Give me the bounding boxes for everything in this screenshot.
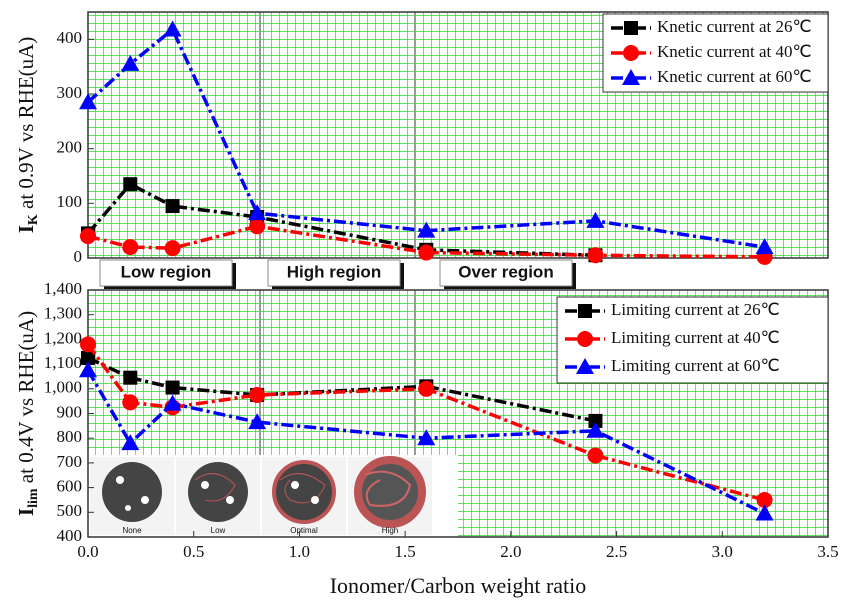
- marker: [122, 239, 139, 256]
- particle: [90, 457, 174, 535]
- marker: [756, 491, 773, 508]
- y-tick-label: 900: [57, 402, 83, 421]
- region-label: Over region: [458, 262, 553, 281]
- legend-label: Limiting current at 60℃: [611, 356, 780, 375]
- y-axis-label-part: at 0.9V vs RHE(uA): [14, 37, 38, 215]
- legend-box: [556, 296, 829, 384]
- plot-frame: [87, 11, 829, 259]
- marker: [80, 336, 96, 353]
- y-tick-label: 400: [57, 526, 83, 545]
- legend-label: Knetic current at 40℃: [657, 42, 812, 61]
- y-axis-label-part: lim: [26, 488, 41, 508]
- y-tick-label: 100: [57, 192, 83, 211]
- region-label: High region: [287, 262, 381, 281]
- x-tick-label: 2.5: [606, 542, 627, 561]
- x-tick-label: 3.0: [712, 542, 733, 561]
- legend-label: Knetic current at 60℃: [657, 67, 812, 86]
- marker: [122, 394, 139, 411]
- marker: [123, 370, 138, 385]
- inset-label: Optimal: [290, 526, 318, 535]
- y-axis-label: Ilim at 0.4V vs RHE(uA): [14, 311, 41, 516]
- marker: [248, 413, 267, 430]
- legend-label: Limiting current at 26℃: [611, 300, 780, 319]
- marker: [164, 240, 181, 257]
- marker: [755, 504, 774, 521]
- y-tick-label: 800: [57, 427, 83, 446]
- marker: [79, 361, 97, 378]
- series-line: [86, 182, 596, 258]
- x-tick-label: 0.0: [77, 542, 98, 561]
- marker: [418, 380, 435, 397]
- marker: [588, 413, 603, 428]
- marker: [248, 204, 267, 221]
- y-tick-label: 400: [57, 28, 83, 47]
- marker: [123, 177, 138, 192]
- legend-marker: [624, 21, 638, 35]
- y-axis-label: IK at 0.9V vs RHE(uA): [14, 37, 41, 234]
- marker: [249, 386, 266, 403]
- marker: [81, 350, 95, 365]
- x-tick-label: 3.5: [817, 542, 838, 561]
- marker: [121, 434, 140, 451]
- marker: [80, 228, 96, 245]
- marker: [165, 380, 180, 395]
- y-tick-label: 300: [57, 83, 83, 102]
- y-tick-label: 0: [74, 247, 83, 266]
- particle: [262, 457, 346, 535]
- marker: [586, 211, 605, 228]
- y-tick-label: 1,300: [44, 304, 82, 323]
- x-axis-label: Ionomer/Carbon weight ratio: [330, 573, 587, 598]
- marker: [121, 54, 140, 71]
- x-tick-label: 1.5: [395, 542, 416, 561]
- x-tick-label: 2.0: [500, 542, 521, 561]
- marker: [417, 429, 436, 446]
- y-tick-label: 1,100: [44, 353, 82, 372]
- legend-marker: [576, 358, 594, 374]
- inset: [90, 456, 432, 535]
- y-axis-label-part: K: [26, 214, 41, 225]
- y-axis-label-part: at 0.4V vs RHE(uA): [14, 311, 38, 489]
- marker: [755, 238, 774, 255]
- y-axis-label-part: I: [14, 508, 38, 516]
- legend-marker: [578, 304, 592, 318]
- region-box: [439, 259, 573, 287]
- legend-marker: [577, 331, 593, 347]
- marker: [418, 244, 435, 261]
- region-box: [267, 259, 401, 287]
- inset-label: High: [382, 526, 398, 535]
- marker: [587, 247, 604, 264]
- y-tick-label: 1,200: [44, 328, 82, 347]
- region-box: [99, 259, 233, 287]
- region-label: Low region: [121, 262, 212, 281]
- legend-marker: [623, 45, 639, 61]
- y-tick-label: 1,400: [44, 279, 82, 298]
- particle: [176, 457, 260, 535]
- legend-marker: [622, 69, 640, 85]
- marker: [165, 199, 180, 214]
- y-axis-label-part: I: [14, 225, 38, 233]
- marker: [163, 20, 182, 37]
- marker: [586, 421, 605, 438]
- inset-label: None: [122, 526, 142, 535]
- marker: [587, 447, 604, 464]
- legend-label: Limiting current at 40℃: [611, 328, 780, 347]
- y-tick-label: 1,000: [44, 378, 82, 397]
- legend-label: Knetic current at 26℃: [657, 17, 812, 36]
- particle: [348, 456, 432, 535]
- y-tick-label: 600: [57, 477, 83, 496]
- marker: [79, 93, 97, 110]
- marker: [163, 394, 182, 411]
- y-tick-label: 200: [57, 138, 83, 157]
- series-line: [87, 356, 596, 423]
- y-tick-label: 700: [57, 452, 83, 471]
- x-tick-label: 1.0: [289, 542, 310, 561]
- y-tick-label: 500: [57, 501, 83, 520]
- x-tick-label: 0.5: [183, 542, 204, 561]
- inset-label: Low: [211, 526, 226, 535]
- marker: [249, 218, 266, 235]
- marker: [417, 221, 436, 238]
